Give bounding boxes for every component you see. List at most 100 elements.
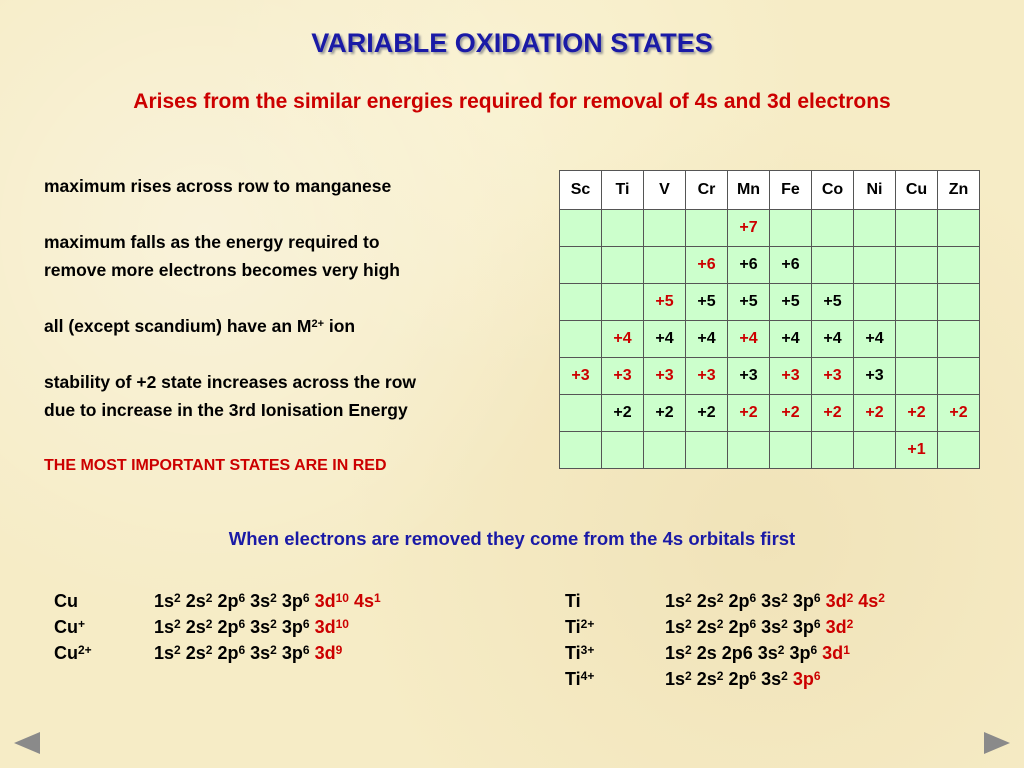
table-cell	[895, 283, 938, 321]
note-important-red: THE MOST IMPORTANT STATES ARE IN RED	[44, 457, 387, 474]
table-cell	[811, 209, 854, 247]
configuration-row: Ti2+ 1s2 2s2 2p6 3s2 3p6 3d2	[565, 614, 885, 640]
table-cell: +6	[769, 246, 812, 284]
table-cell: +4	[769, 320, 812, 358]
previous-slide-button[interactable]	[12, 730, 42, 756]
column-header-fe: Fe	[769, 170, 812, 210]
table-cell: +3	[853, 357, 896, 395]
table-row: +7	[559, 209, 980, 247]
table-cell	[643, 209, 686, 247]
table-cell: +1	[895, 431, 938, 469]
table-cell: +3	[685, 357, 728, 395]
configuration-row: Ti4+ 1s2 2s2 2p6 3s2 3p6	[565, 666, 885, 692]
electron-configuration: 1s2 2s2 2p6 3s2 3p6	[665, 669, 821, 689]
table-cell: +2	[937, 394, 980, 432]
next-slide-button[interactable]	[982, 730, 1012, 756]
ion-symbol: Ti3+	[565, 643, 595, 663]
table-row: +5 +5 +5 +5 +5	[559, 283, 980, 321]
configuration-row: Cu+ 1s2 2s2 2p6 3s2 3p6 3d10	[54, 614, 381, 640]
note-stability: stability of +2 state increases across t…	[44, 372, 417, 420]
table-cell: +4	[811, 320, 854, 358]
table-cell: +2	[895, 394, 938, 432]
table-row: +3 +3 +3 +3 +3 +3 +3 +3	[559, 357, 980, 395]
table-cell	[937, 283, 980, 321]
table-cell	[853, 209, 896, 247]
table-cell	[769, 431, 812, 469]
table-cell	[895, 357, 938, 395]
table-cell: +2	[643, 394, 686, 432]
table-cell	[937, 431, 980, 469]
table-body: +7 +6 +6 +6 +5 +5 +5 +5 +5 +4 +4 +4 +4 +4 +4 +4 +3 +3 +3 +3…	[559, 209, 980, 469]
table-cell	[601, 283, 644, 321]
table-cell: +7	[727, 209, 770, 247]
ion-symbol: Cu	[54, 591, 78, 611]
table-cell	[559, 394, 602, 432]
table-cell	[685, 209, 728, 247]
column-header-mn: Mn	[727, 170, 770, 210]
table-cell: +2	[685, 394, 728, 432]
table-cell	[853, 283, 896, 321]
column-header-cu: Cu	[895, 170, 938, 210]
table-cell: +4	[601, 320, 644, 358]
table-cell: +2	[811, 394, 854, 432]
table-cell	[727, 431, 770, 469]
table-cell	[643, 246, 686, 284]
table-cell	[895, 320, 938, 358]
configuration-row: Cu 1s2 2s2 2p6 3s2 3p6 3d10 4s1	[54, 588, 381, 614]
table-cell	[895, 246, 938, 284]
slide-title: VARIABLE OXIDATION STATES	[311, 28, 713, 58]
table-row: +1	[559, 431, 980, 469]
electron-configuration: 1s2 2s 2p6 3s2 3p6 3d1	[665, 643, 850, 663]
table-cell	[937, 357, 980, 395]
configuration-row: Ti3+ 1s2 2s 2p6 3s2 3p6 3d1	[565, 640, 885, 666]
table-cell: +4	[727, 320, 770, 358]
table-cell: +5	[811, 283, 854, 321]
electron-configuration: 1s2 2s2 2p6 3s2 3p6 3d10 4s1	[154, 591, 381, 611]
table-cell	[853, 246, 896, 284]
table-cell: +5	[769, 283, 812, 321]
table-cell	[643, 431, 686, 469]
table-cell: +3	[601, 357, 644, 395]
table-cell	[769, 209, 812, 247]
column-header-v: V	[643, 170, 686, 210]
table-cell	[685, 431, 728, 469]
table-cell	[937, 246, 980, 284]
column-header-ti: Ti	[601, 170, 644, 210]
table-cell	[811, 431, 854, 469]
column-header-sc: Sc	[559, 170, 602, 210]
right-triangle-icon	[984, 732, 1010, 754]
table-row: +4 +4 +4 +4 +4 +4 +4	[559, 320, 980, 358]
table-row: +6 +6 +6	[559, 246, 980, 284]
configuration-row: Cu2+ 1s2 2s2 2p6 3s2 3p6 3d9	[54, 640, 381, 666]
table-cell	[601, 431, 644, 469]
table-cell	[601, 209, 644, 247]
table-cell: +5	[643, 283, 686, 321]
table-cell	[601, 246, 644, 284]
note-max-rises: maximum rises across row to manganese	[44, 176, 392, 196]
ion-symbol: Cu+	[54, 617, 86, 637]
table-cell	[559, 320, 602, 358]
orbital-removal-note: When electrons are removed they come fro…	[228, 528, 796, 549]
electron-configuration: 1s2 2s2 2p6 3s2 3p6 3d9	[154, 643, 343, 663]
electron-configuration: 1s2 2s2 2p6 3s2 3p6 3d2	[665, 617, 854, 637]
table-cell	[937, 320, 980, 358]
ion-symbol: Ti2+	[565, 617, 595, 637]
table-cell: +5	[727, 283, 770, 321]
ion-symbol: Ti	[565, 591, 581, 611]
table-cell: +3	[559, 357, 602, 395]
note-max-falls: maximum falls as the energy required to r…	[44, 232, 400, 280]
oxidation-states-table: Sc Ti V Cr Mn Fe Co Ni Cu Zn +7 +6 +6 +6 +5 +5 +5 +5 +5 +4…	[559, 170, 980, 469]
electron-configuration: 1s2 2s2 2p6 3s2 3p6 3d10	[154, 617, 349, 637]
table-cell: +3	[643, 357, 686, 395]
table-cell	[559, 209, 602, 247]
column-header-zn: Zn	[937, 170, 980, 210]
configuration-row: Ti 1s2 2s2 2p6 3s2 3p6 3d2 4s2	[565, 588, 885, 614]
table-cell	[895, 209, 938, 247]
column-header-ni: Ni	[853, 170, 896, 210]
table-cell: +4	[643, 320, 686, 358]
table-cell: +2	[727, 394, 770, 432]
table-cell	[559, 283, 602, 321]
table-cell: +6	[685, 246, 728, 284]
titanium-configurations: Ti 1s2 2s2 2p6 3s2 3p6 3d2 4s2 Ti2+ 1s2 2s2…	[565, 588, 885, 692]
table-cell	[853, 431, 896, 469]
